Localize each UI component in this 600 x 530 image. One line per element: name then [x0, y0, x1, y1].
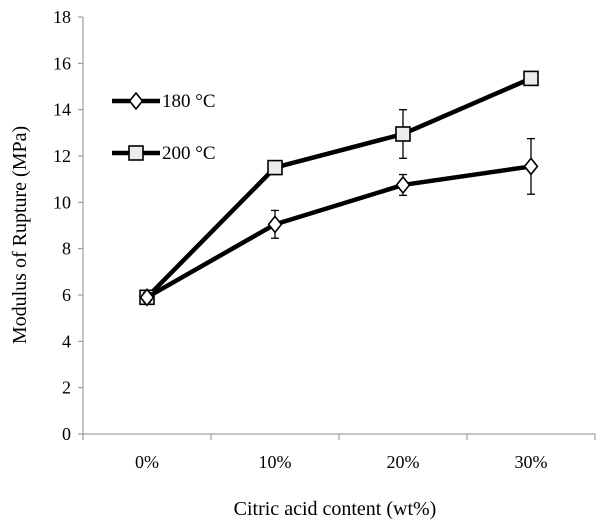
x-tick-label: 10% [259, 452, 292, 472]
legend-item: 180 °C [112, 91, 216, 112]
series-line [145, 164, 532, 300]
y-tick-label: 12 [53, 146, 71, 166]
y-tick-label: 0 [62, 424, 71, 444]
series-180c [139, 137, 539, 307]
legend-label: 200 °C [162, 143, 216, 164]
x-tick-label: 20% [387, 452, 420, 472]
axes [82, 17, 595, 435]
y-tick-label: 14 [53, 100, 71, 120]
y-tick-label: 10 [53, 192, 71, 212]
data-point [139, 288, 155, 307]
series-layer [139, 70, 539, 307]
legend-label: 180 °C [162, 91, 216, 112]
data-point [523, 70, 539, 87]
data-point [523, 157, 539, 176]
x-tick-label: 0% [135, 452, 159, 472]
data-point [395, 126, 411, 142]
series-line [145, 76, 532, 299]
data-point [395, 175, 411, 195]
y-tick-label: 4 [62, 331, 71, 351]
y-axis-title: Modulus of Rupture (MPa) [9, 126, 31, 344]
y-tick-label: 16 [53, 53, 71, 73]
data-point [267, 215, 283, 234]
x-axis-title: Citric acid content (wt%) [234, 498, 437, 520]
y-ticks: 0 2 4 6 8 10 12 14 16 18 [53, 7, 83, 444]
legend-marker [128, 91, 144, 111]
x-ticks: 0% 10% 20% 30% [82, 434, 596, 472]
y-tick-label: 18 [53, 7, 71, 27]
legend-item: 200 °C [112, 143, 216, 164]
y-tick-label: 2 [62, 378, 71, 398]
data-point [267, 159, 283, 176]
y-tick-label: 6 [62, 285, 71, 305]
legend: 180 °C 200 °C [112, 91, 216, 164]
legend-marker [128, 145, 144, 161]
y-tick-label: 8 [62, 239, 71, 259]
x-tick-label: 30% [515, 452, 548, 472]
